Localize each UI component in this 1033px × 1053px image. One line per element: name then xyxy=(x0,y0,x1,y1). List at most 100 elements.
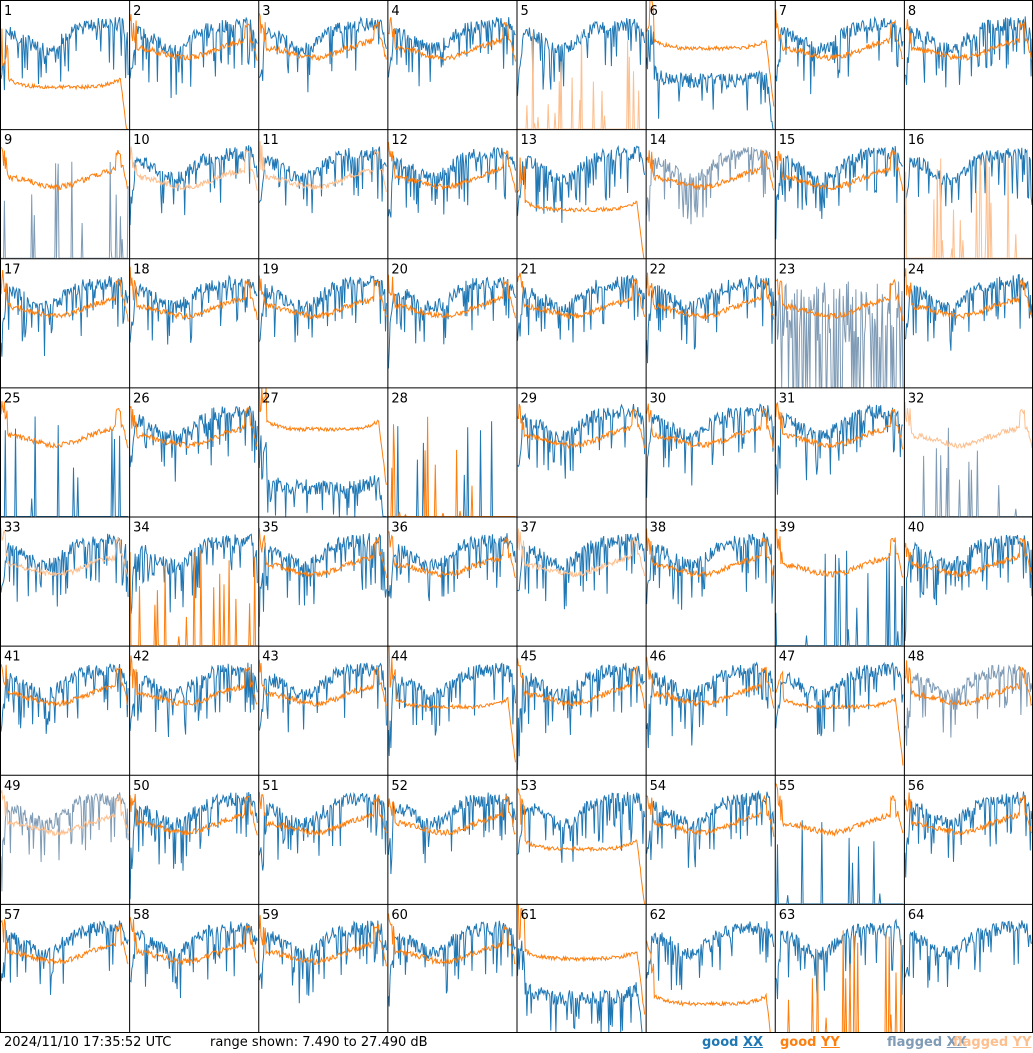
series-xx xyxy=(646,789,775,868)
panel-63: 63 xyxy=(775,908,904,1033)
series-yy xyxy=(388,645,516,763)
series-yy xyxy=(904,268,1033,321)
series-xx xyxy=(775,820,903,904)
series-yy xyxy=(388,416,516,517)
panel-label: 45 xyxy=(521,650,538,665)
series-xx xyxy=(258,662,387,733)
series-xx xyxy=(775,544,904,646)
series-xx xyxy=(775,145,904,240)
panel-25: 25 xyxy=(0,391,129,517)
panel-59: 59 xyxy=(258,908,387,1004)
panel-label: 43 xyxy=(262,650,279,665)
series-xx xyxy=(129,792,258,900)
panel-12: 12 xyxy=(387,133,516,218)
panel-label: 46 xyxy=(650,650,667,665)
panel-label: 26 xyxy=(133,391,150,406)
legend-pol: XX xyxy=(946,1035,967,1050)
series-yy xyxy=(646,403,775,450)
panel-label: 2 xyxy=(133,4,141,19)
panel-57: 57 xyxy=(0,908,129,995)
panel-20: 20 xyxy=(387,262,516,369)
series-xx xyxy=(129,405,258,482)
series-yy xyxy=(775,528,904,578)
series-xx xyxy=(517,532,646,610)
series-yy xyxy=(517,658,646,709)
panel-label: 27 xyxy=(262,391,279,406)
series-xx xyxy=(904,791,1033,878)
panel-label: 13 xyxy=(521,133,538,148)
panel-label: 6 xyxy=(650,4,658,19)
series-xx xyxy=(129,16,258,99)
panel-label: 51 xyxy=(262,779,279,794)
series-yy xyxy=(258,387,387,486)
series-yy xyxy=(904,537,1033,579)
series-yy xyxy=(129,266,258,321)
panel-45: 45 xyxy=(517,650,646,771)
panel-36: 36 xyxy=(387,521,516,602)
series-yy xyxy=(517,31,645,130)
series-yy xyxy=(0,269,129,322)
series-yy xyxy=(258,791,387,837)
legend-good-yy: good YY xyxy=(780,1035,840,1050)
series-yy xyxy=(775,670,904,766)
series-yy xyxy=(388,17,516,62)
panel-label: 64 xyxy=(908,908,925,923)
series-xx xyxy=(258,920,387,1004)
series-xx xyxy=(904,534,1033,642)
panel-4: 4 xyxy=(387,4,516,87)
panel-label: 4 xyxy=(391,4,399,19)
series-xx xyxy=(388,421,516,517)
series-yy xyxy=(387,794,516,837)
panel-label: 16 xyxy=(908,133,925,148)
panel-16: 16 xyxy=(904,133,1033,259)
legend-good-xx: good XX xyxy=(702,1035,763,1050)
series-yy xyxy=(646,940,774,1033)
series-xx xyxy=(387,792,516,875)
series-xx xyxy=(904,664,1033,746)
series-xx xyxy=(129,662,258,738)
panel-label: 19 xyxy=(262,262,279,277)
series-xx xyxy=(904,920,1032,988)
series-yy xyxy=(388,531,516,579)
panel-47: 47 xyxy=(775,650,904,766)
panel-label: 54 xyxy=(650,779,667,794)
panel-label: 47 xyxy=(779,650,796,665)
series-yy xyxy=(517,157,645,259)
panel-31: 31 xyxy=(775,391,904,495)
series-yy xyxy=(129,146,258,192)
series-yy xyxy=(129,550,258,646)
series-yy xyxy=(517,788,646,904)
legend-word: good xyxy=(702,1035,743,1050)
series-yy xyxy=(646,794,775,837)
series-xx xyxy=(904,16,1033,88)
panel-35: 35 xyxy=(258,521,387,627)
panel-43: 43 xyxy=(258,650,387,733)
panel-label: 57 xyxy=(4,908,21,923)
panel-17: 17 xyxy=(0,262,129,357)
panel-label: 58 xyxy=(133,908,150,923)
series-yy xyxy=(646,528,774,578)
series-xx xyxy=(258,146,387,214)
series-yy xyxy=(258,915,387,967)
panel-label: 38 xyxy=(650,521,667,536)
panel-label: 32 xyxy=(908,391,925,406)
series-yy xyxy=(0,401,129,449)
series-xx xyxy=(258,533,387,627)
panel-label: 56 xyxy=(908,779,925,794)
series-xx xyxy=(517,791,646,863)
panel-label: 15 xyxy=(779,133,796,148)
series-yy xyxy=(775,149,904,192)
panel-23: 23 xyxy=(775,262,904,388)
series-yy xyxy=(258,275,387,320)
series-yy xyxy=(646,150,775,191)
panel-label: 5 xyxy=(521,4,529,19)
panel-label: 23 xyxy=(779,262,796,277)
panel-label: 8 xyxy=(908,4,916,19)
series-xx xyxy=(129,274,258,345)
series-xx xyxy=(129,921,258,999)
series-xx xyxy=(646,661,774,749)
series-xx xyxy=(775,403,903,495)
panel-label: 39 xyxy=(779,521,796,536)
series-xx xyxy=(517,662,645,771)
